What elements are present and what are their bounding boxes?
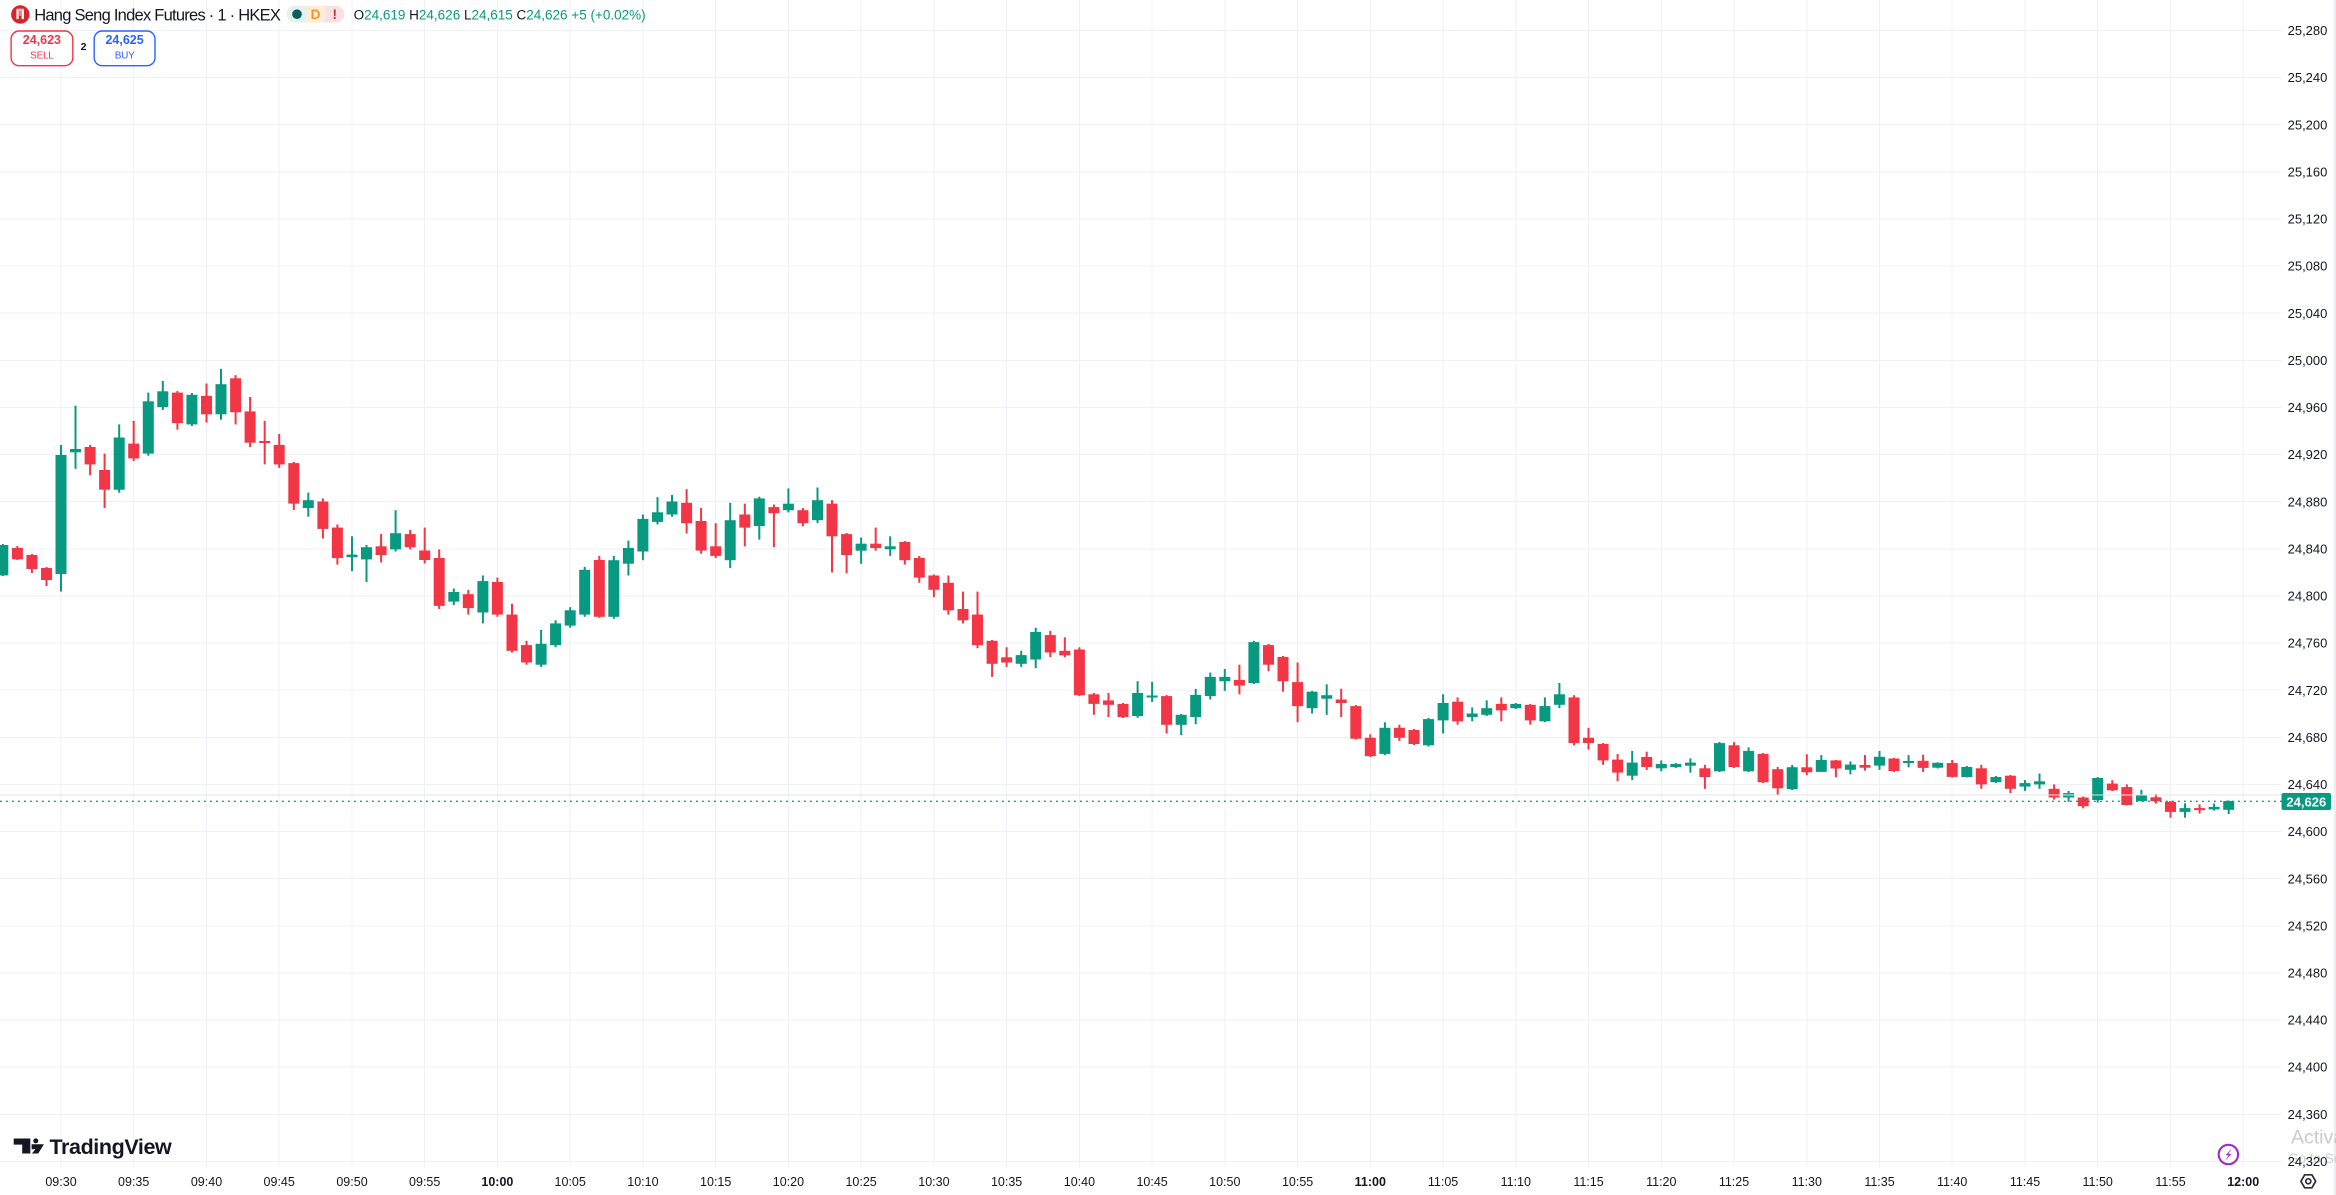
svg-text:D: D [311, 7, 321, 22]
svg-text:10:45: 10:45 [1136, 1175, 1167, 1189]
svg-text:11:10: 11:10 [1501, 1175, 1531, 1189]
svg-text:24,360: 24,360 [2288, 1107, 2328, 1122]
svg-text:24,520: 24,520 [2288, 918, 2328, 933]
svg-text:24,760: 24,760 [2288, 636, 2328, 651]
svg-text:09:50: 09:50 [336, 1175, 367, 1189]
svg-text:24,400: 24,400 [2288, 1060, 2328, 1075]
svg-text:24,626: 24,626 [2286, 794, 2326, 809]
svg-text:11:40: 11:40 [1937, 1175, 1967, 1189]
svg-text:10:25: 10:25 [845, 1175, 876, 1189]
svg-text:24,623: 24,623 [23, 33, 61, 47]
svg-text:09:35: 09:35 [118, 1175, 149, 1189]
svg-text:10:10: 10:10 [627, 1175, 658, 1189]
svg-text:Go to Settings to act: Go to Settings to act [2288, 1151, 2336, 1166]
svg-text:SELL: SELL [30, 51, 54, 62]
svg-text:10:50: 10:50 [1209, 1175, 1240, 1189]
svg-text:10:05: 10:05 [555, 1175, 586, 1189]
svg-text:09:45: 09:45 [264, 1175, 295, 1189]
svg-text:10:55: 10:55 [1282, 1175, 1313, 1189]
svg-text:24,680: 24,680 [2288, 730, 2328, 745]
svg-text:24,640: 24,640 [2288, 777, 2328, 792]
svg-text:24,920: 24,920 [2288, 447, 2328, 462]
svg-text:10:35: 10:35 [991, 1175, 1022, 1189]
svg-text:10:30: 10:30 [918, 1175, 949, 1189]
svg-text:24,720: 24,720 [2288, 683, 2328, 698]
svg-text:09:55: 09:55 [409, 1175, 440, 1189]
svg-text:11:00: 11:00 [1355, 1175, 1386, 1189]
svg-text:TradingView: TradingView [50, 1135, 173, 1159]
svg-text:11:20: 11:20 [1646, 1175, 1676, 1189]
svg-text:11:45: 11:45 [2010, 1175, 2040, 1189]
svg-text:24,880: 24,880 [2288, 494, 2328, 509]
svg-text:11:50: 11:50 [2083, 1175, 2113, 1189]
svg-text:25,080: 25,080 [2288, 259, 2328, 274]
svg-text:11:05: 11:05 [1428, 1175, 1458, 1189]
svg-text:25,000: 25,000 [2288, 353, 2328, 368]
svg-text:Hang Seng Index Futures · 1 ·: Hang Seng Index Futures · 1 · HKEX [34, 7, 281, 25]
svg-text:10:20: 10:20 [773, 1175, 804, 1189]
svg-text:25,160: 25,160 [2288, 165, 2328, 180]
svg-text:Activate Windows: Activate Windows [2291, 1127, 2336, 1149]
svg-text:25,120: 25,120 [2288, 212, 2328, 227]
svg-text:24,840: 24,840 [2288, 541, 2328, 556]
svg-text:11:15: 11:15 [1573, 1175, 1603, 1189]
svg-text:O24,619 H24,626 L24,615 C24,62: O24,619 H24,626 L24,615 C24,626 +5 (+0.0… [354, 8, 646, 23]
svg-text:24,960: 24,960 [2288, 400, 2328, 415]
svg-text:12:00: 12:00 [2227, 1175, 2259, 1189]
svg-text:2: 2 [81, 41, 87, 53]
svg-text:24,320: 24,320 [2288, 1154, 2328, 1169]
svg-text:BUY: BUY [115, 51, 135, 62]
svg-text:10:00: 10:00 [481, 1175, 513, 1189]
svg-text:09:40: 09:40 [191, 1175, 222, 1189]
svg-text:25,280: 25,280 [2288, 23, 2328, 38]
svg-text:25,200: 25,200 [2288, 117, 2328, 132]
svg-text:24,560: 24,560 [2288, 871, 2328, 886]
svg-text:09:30: 09:30 [45, 1175, 76, 1189]
svg-text:10:40: 10:40 [1064, 1175, 1095, 1189]
svg-text:11:55: 11:55 [2155, 1175, 2185, 1189]
svg-text:24,480: 24,480 [2288, 966, 2328, 981]
svg-text:!: ! [333, 7, 338, 22]
svg-text:10:15: 10:15 [700, 1175, 731, 1189]
svg-text:24,440: 24,440 [2288, 1013, 2328, 1028]
svg-text:11:35: 11:35 [1864, 1175, 1894, 1189]
svg-text:11:25: 11:25 [1719, 1175, 1749, 1189]
svg-text:24,800: 24,800 [2288, 589, 2328, 604]
svg-text:11:30: 11:30 [1792, 1175, 1822, 1189]
svg-text:25,040: 25,040 [2288, 306, 2328, 321]
svg-text:24,625: 24,625 [105, 33, 143, 47]
svg-text:24,600: 24,600 [2288, 824, 2328, 839]
svg-text:25,240: 25,240 [2288, 70, 2328, 85]
